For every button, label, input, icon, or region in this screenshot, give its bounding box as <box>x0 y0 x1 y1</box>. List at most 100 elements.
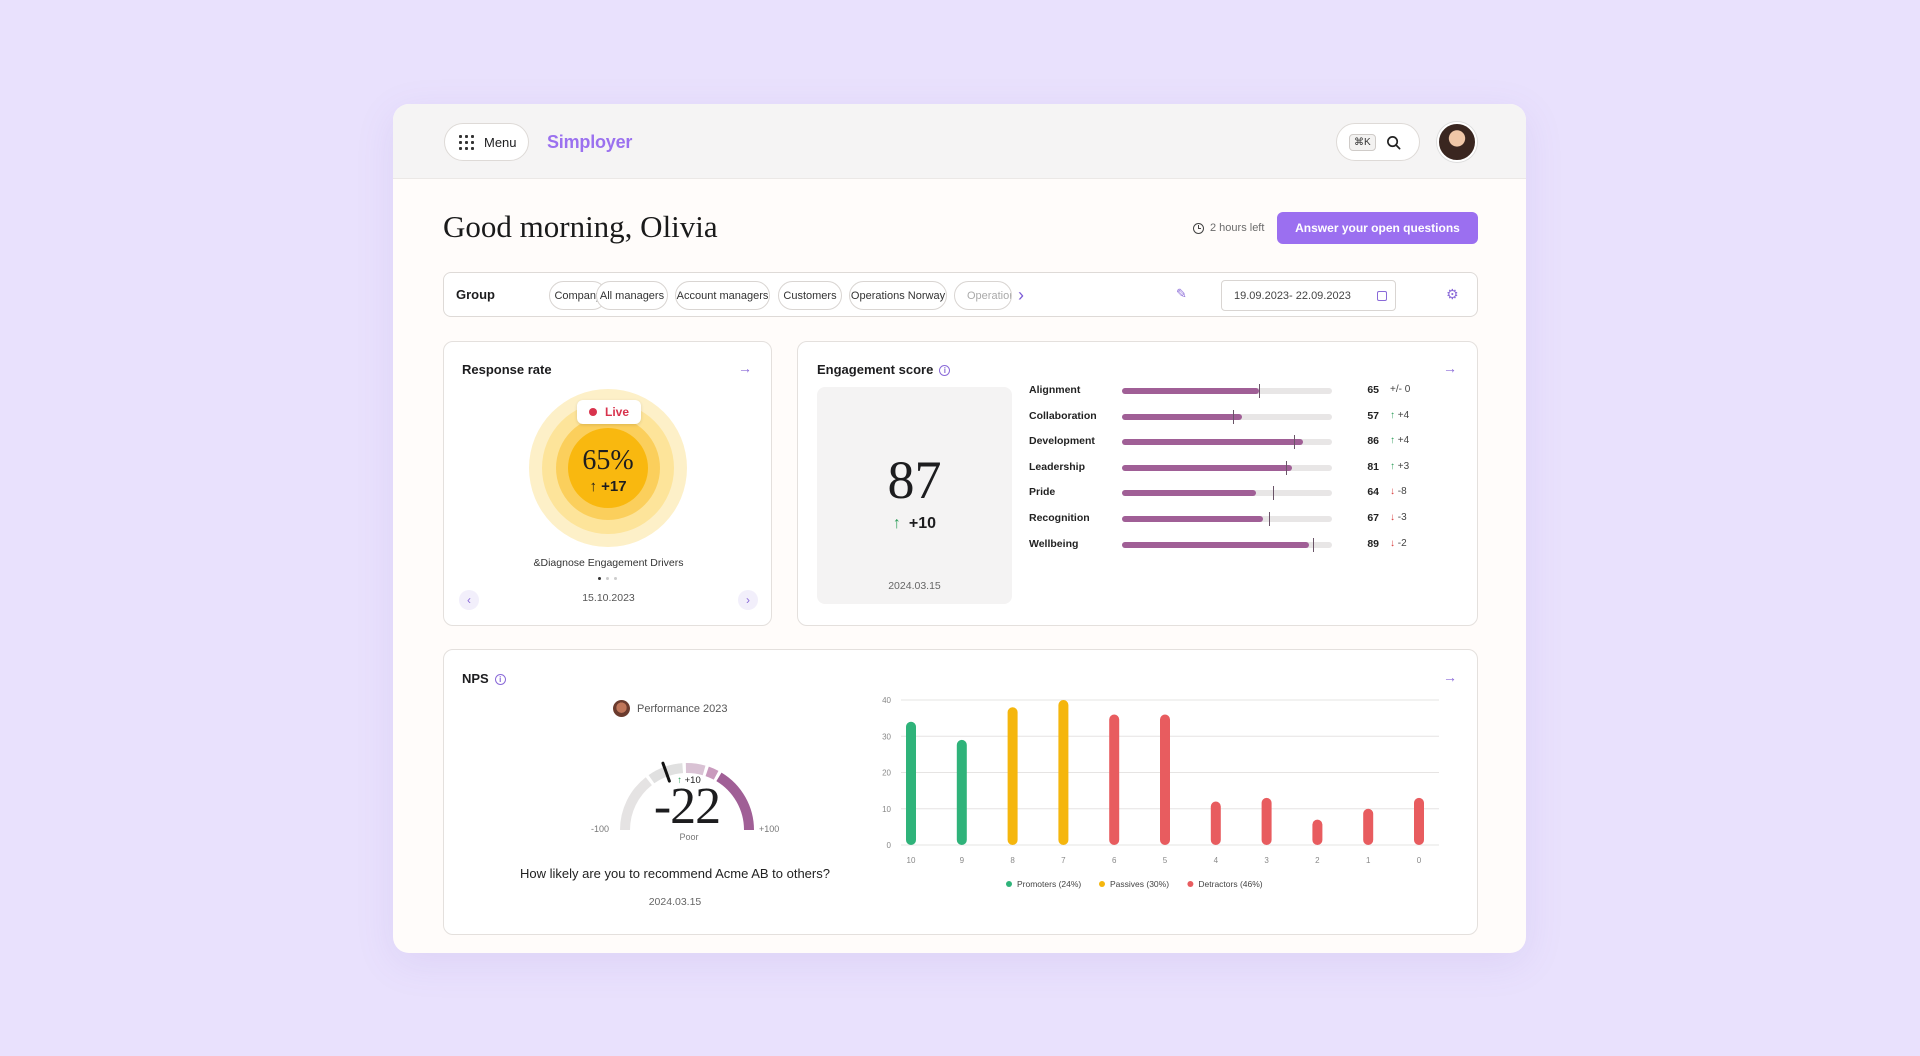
nps-question: How likely are you to recommend Acme AB … <box>520 866 830 881</box>
metric-benchmark-marker <box>1285 460 1287 475</box>
y-tick-label: 20 <box>882 769 891 778</box>
metric-label: Development <box>1029 435 1095 448</box>
response-rate-date: 15.10.2023 <box>582 592 635 604</box>
survey-avatar <box>613 700 630 717</box>
bar-4[interactable] <box>1210 801 1221 846</box>
metric-row-pride[interactable]: Pride 64 ↓ -8 <box>1029 484 1469 501</box>
bar-5[interactable] <box>1160 714 1170 846</box>
nps-max-label: +100 <box>759 824 780 834</box>
bar-0[interactable] <box>1414 797 1424 845</box>
bar-2[interactable] <box>1312 819 1323 845</box>
metric-bar-fill <box>1122 490 1257 497</box>
y-tick-label: 30 <box>882 732 891 741</box>
page-title: Good morning, Olivia <box>443 209 718 244</box>
metric-label: Recognition <box>1029 512 1090 524</box>
metric-delta-value: +3 <box>1397 460 1410 472</box>
metric-value: 89 <box>1367 537 1379 550</box>
engagement-date: 2024.03.15 <box>888 580 941 592</box>
metric-value: 67 <box>1367 512 1379 524</box>
gauge-segment-2 <box>705 766 719 780</box>
legend-dot-promoters <box>1006 881 1012 887</box>
metric-value: 65 <box>1367 384 1379 396</box>
edit-icon[interactable]: ✎ <box>1176 286 1187 301</box>
metric-delta-value: +4 <box>1397 409 1410 421</box>
survey-caption: &Diagnose Engagement Drivers <box>533 557 684 569</box>
metric-label: Collaboration <box>1029 409 1097 422</box>
metric-value: 57 <box>1367 409 1379 422</box>
bar-3[interactable] <box>1261 797 1272 845</box>
arrow-up-icon: ↑ <box>1390 460 1398 472</box>
metric-row-recognition[interactable]: Recognition 67 ↓ -3 <box>1029 510 1469 526</box>
metric-row-collaboration[interactable]: Collaboration 57 ↑ +4 <box>1029 408 1469 424</box>
metric-delta: ↓ -8 <box>1390 486 1407 497</box>
x-tick-label: 8 <box>1010 856 1015 865</box>
gear-icon[interactable]: ⚙ <box>1446 286 1459 302</box>
arrow-right-icon[interactable]: → <box>1443 360 1457 376</box>
nps-delta: ↑ +10 <box>649 775 729 786</box>
grid-icon <box>459 134 474 150</box>
nps-gauge <box>620 761 754 831</box>
chip-customers[interactable]: Customers <box>778 281 842 310</box>
date-range-value: 19.09.2023- 22.09.2023 <box>1234 289 1351 302</box>
metric-bar-fill <box>1122 464 1293 471</box>
chip-operations-norway[interactable]: Operations Norway <box>849 281 947 310</box>
arrow-up-icon: ↑ <box>1390 435 1398 447</box>
y-tick-label: 0 <box>887 841 892 850</box>
info-icon[interactable]: i <box>494 674 506 685</box>
search-icon <box>1386 135 1401 149</box>
metric-benchmark-marker <box>1273 486 1275 501</box>
metric-benchmark-marker <box>1294 435 1296 450</box>
chip-operations[interactable]: Operations <box>954 281 1012 310</box>
previous-button[interactable]: ‹ <box>459 590 479 610</box>
metric-row-development[interactable]: Development 86 ↑ +4 <box>1029 433 1469 450</box>
response-rate-title: Response rate <box>462 362 552 377</box>
metric-bar-track <box>1122 537 1332 552</box>
bar-9[interactable] <box>956 739 967 845</box>
chip-account-managers[interactable]: Account managers <box>675 281 770 310</box>
bar-8[interactable] <box>1007 707 1018 845</box>
next-button[interactable]: › <box>738 590 758 610</box>
metric-delta-value: -2 <box>1397 537 1407 549</box>
metric-bar-track <box>1122 409 1332 424</box>
bar-7[interactable] <box>1058 700 1069 845</box>
bar-6[interactable] <box>1109 714 1120 846</box>
bar-1[interactable] <box>1363 808 1374 845</box>
metric-bar-track <box>1122 384 1332 398</box>
metric-benchmark-marker <box>1313 537 1315 552</box>
survey-selector[interactable]: Performance 2023 <box>613 700 728 717</box>
search-button[interactable]: ⌘K <box>1336 123 1420 161</box>
legend-label-detractors: Detractors (46%) <box>1198 879 1262 889</box>
group-label: Group <box>456 287 495 302</box>
metric-bar-fill <box>1122 413 1242 420</box>
arrow-right-icon[interactable]: → <box>738 360 752 376</box>
arrow-up-icon: ↑ <box>1390 409 1398 421</box>
engagement-delta: ↑ +10 <box>817 515 1012 533</box>
metric-row-alignment[interactable]: Alignment 65 +/- 0 <box>1029 382 1469 398</box>
chevron-right-icon[interactable]: › <box>1018 285 1024 305</box>
avatar[interactable] <box>1437 122 1477 162</box>
brand-logo[interactable]: Simployer <box>547 132 633 152</box>
answer-questions-button[interactable]: Answer your open questions <box>1277 212 1478 244</box>
info-icon[interactable]: i <box>939 365 951 376</box>
date-range-picker[interactable]: 19.09.2023- 22.09.2023 <box>1221 280 1396 311</box>
chip-all-managers[interactable]: All managers <box>596 281 668 310</box>
clock-icon <box>1193 222 1204 234</box>
pagination-dots <box>598 577 617 580</box>
metric-row-wellbeing[interactable]: Wellbeing 89 ↓ -2 <box>1029 536 1469 552</box>
time-left-label: 2 hours left <box>1210 222 1265 234</box>
nps-score-value: -22 <box>653 778 721 835</box>
menu-button[interactable]: Menu <box>444 123 529 161</box>
metric-row-leadership[interactable]: Leadership 81 ↑ +3 <box>1029 459 1469 475</box>
engagement-delta-value: +10 <box>908 515 937 532</box>
metric-delta: ↑ +3 <box>1390 461 1409 472</box>
arrow-down-icon: ↓ <box>1390 537 1398 549</box>
x-tick-label: 4 <box>1214 856 1219 865</box>
response-rate-card: Response rate → Live 65% ↑ +17 &Diagnose… <box>443 341 772 626</box>
nps-rating: Poor <box>679 832 699 842</box>
time-left: 2 hours left <box>1193 222 1264 234</box>
nps-date: 2024.03.15 <box>648 896 702 908</box>
top-bar: Menu Simployer ⌘K <box>393 104 1526 179</box>
arrow-right-icon[interactable]: → <box>1443 669 1457 685</box>
bar-10[interactable] <box>906 721 916 845</box>
metric-label: Leadership <box>1029 460 1086 473</box>
